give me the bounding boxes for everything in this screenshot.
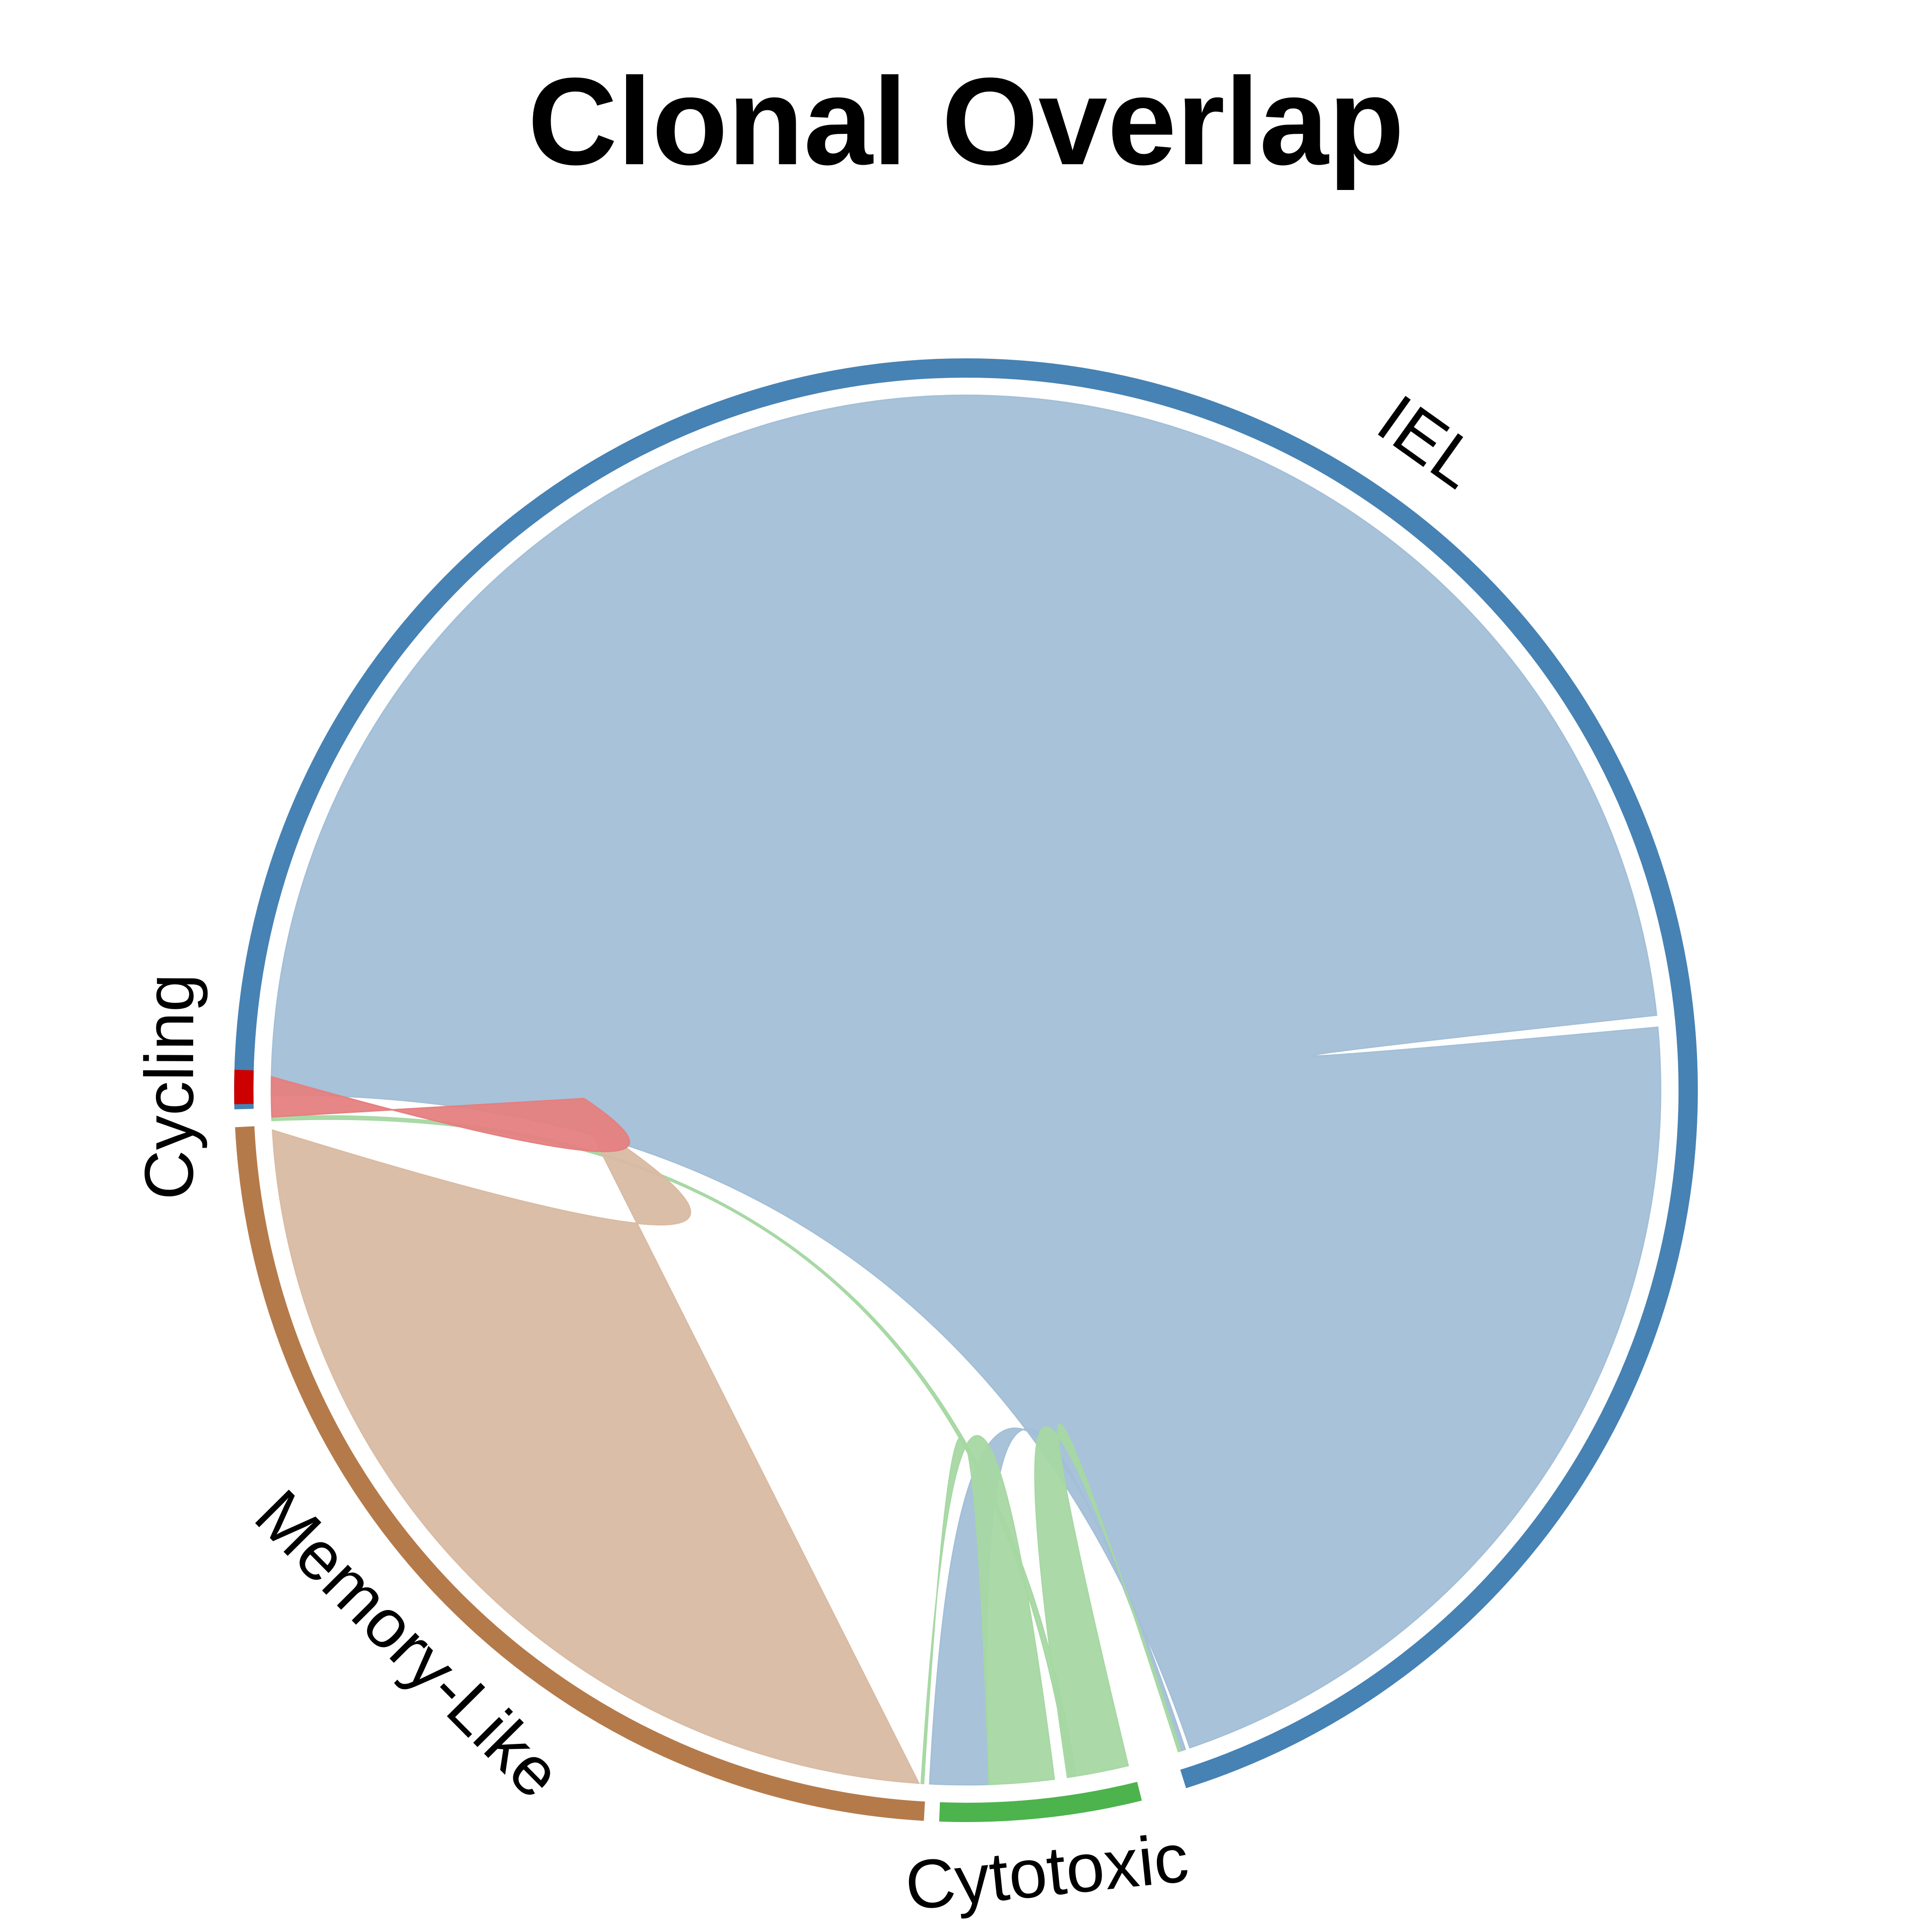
chord-links [270,394,1662,1786]
chord-link-4 [920,1435,1055,1785]
chart-title: Clonal Overlap [528,52,1404,191]
sector-track-memory-like [235,1126,925,1821]
sector-label-iel: IEL [1364,380,1494,503]
chord-link-3 [1034,1424,1182,1778]
chord-link-6 [271,1118,920,1784]
chord-link-1 [270,394,1662,1749]
chord-link-7 [270,1076,630,1152]
chord-link-5 [271,1115,1077,1778]
sector-track-iel [234,358,1698,1788]
sector-track-cytotoxic [939,1782,1142,1822]
sector-label-cytotoxic: Cytotoxic [902,1818,1192,1925]
sector-label-cycling: Cycling [130,973,208,1200]
sector-tracks [234,358,1698,1822]
